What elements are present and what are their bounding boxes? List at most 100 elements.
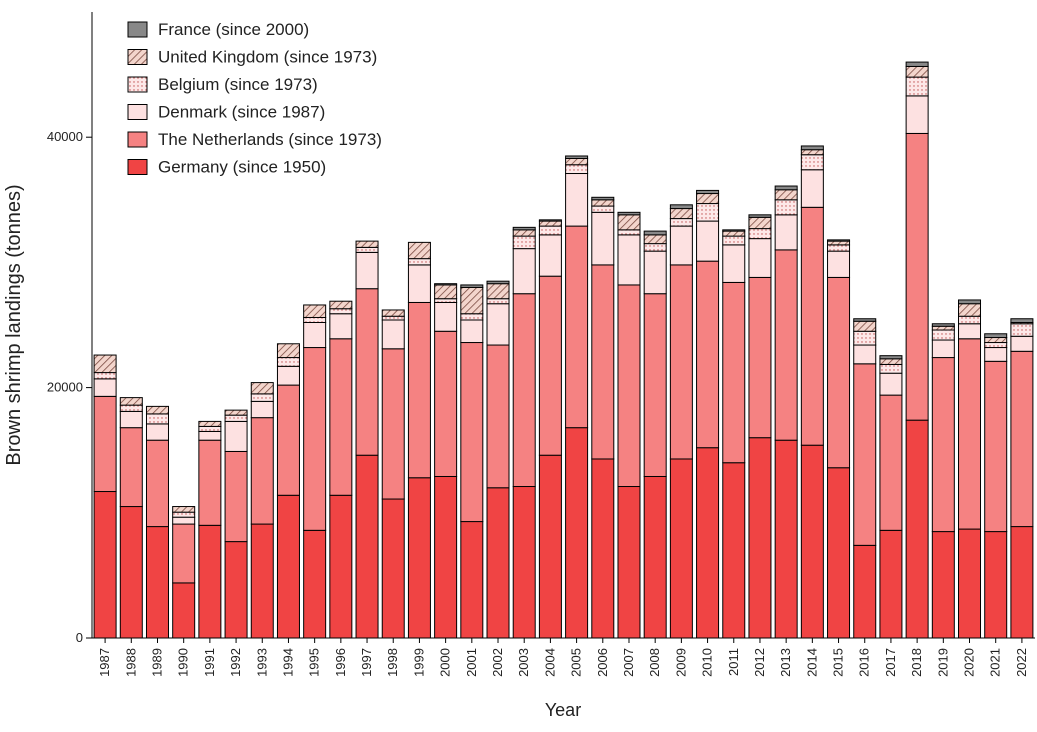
- bar-segment: [984, 347, 1008, 362]
- bar-segment: [250, 417, 274, 525]
- bar-segment: [145, 405, 169, 415]
- bar-segment: [486, 280, 510, 285]
- bar-segment: [827, 240, 851, 246]
- bar-segment: [565, 164, 589, 175]
- bar-segment: [591, 458, 615, 639]
- y-tick-label: 40000: [47, 129, 83, 144]
- bar-segment: [460, 286, 484, 315]
- bar-segment: [643, 475, 667, 639]
- bar-segment: [748, 276, 772, 439]
- bar-segment: [512, 248, 536, 295]
- bar-segment: [329, 494, 353, 639]
- bar-segment: [853, 320, 877, 332]
- bar-segment: [591, 264, 615, 460]
- bar-segment: [669, 225, 693, 266]
- bar-segment: [512, 486, 536, 639]
- x-tick-label: 1989: [149, 648, 164, 677]
- bar-segment: [643, 230, 667, 236]
- bar-segment: [119, 506, 143, 639]
- bar-segment: [434, 284, 458, 300]
- bar-segment: [250, 382, 274, 395]
- y-tick-label: 20000: [47, 380, 83, 395]
- legend-label: United Kingdom (since 1973): [158, 48, 377, 67]
- bar-segment: [276, 365, 300, 386]
- bar-segment: [224, 450, 248, 543]
- x-tick-label: 1987: [97, 648, 112, 677]
- bar-segment: [538, 275, 562, 456]
- bar-segment: [722, 235, 746, 246]
- legend-swatch: [127, 104, 148, 120]
- bar-segment: [172, 506, 196, 513]
- bar-segment: [879, 358, 903, 365]
- bar-segment: [198, 420, 222, 427]
- legend-label: France (since 2000): [158, 20, 309, 39]
- x-tick-label: 1998: [385, 648, 400, 677]
- bar-segment: [617, 214, 641, 231]
- bar-segment: [774, 249, 798, 441]
- bar-segment: [407, 301, 431, 479]
- bar-segment: [538, 225, 562, 236]
- bar-segment: [827, 276, 851, 469]
- bar-segment: [250, 393, 274, 402]
- bar-segment: [329, 308, 353, 315]
- bar-segment: [722, 229, 746, 232]
- bar-segment: [643, 234, 667, 245]
- bar-segment: [303, 304, 327, 318]
- bar-segment: [407, 264, 431, 303]
- bar-segment: [696, 260, 720, 449]
- bar-segment: [303, 529, 327, 639]
- bar-segment: [800, 444, 824, 639]
- bar-segment: [669, 458, 693, 639]
- legend-swatch: [127, 159, 148, 175]
- bar-segment: [434, 298, 458, 303]
- bar-segment: [512, 235, 536, 250]
- bar-segment: [800, 145, 824, 151]
- bar-segment: [1010, 335, 1034, 352]
- bar-segment: [460, 521, 484, 639]
- bar-segment: [905, 95, 929, 134]
- bar-segment: [722, 244, 746, 283]
- bar-segment: [1010, 318, 1034, 323]
- bar-segment: [119, 410, 143, 429]
- bar-segment: [486, 283, 510, 300]
- bar-segment: [407, 241, 431, 260]
- bar-segment: [145, 413, 169, 425]
- x-tick-label: 1988: [123, 648, 138, 677]
- legend-swatch: [127, 131, 148, 148]
- bar-segment: [984, 337, 1008, 344]
- bar-segment: [407, 477, 431, 639]
- bar-segment: [460, 284, 484, 288]
- bar-segment: [381, 348, 405, 500]
- x-tick-label: 2009: [673, 648, 688, 677]
- bar-segment: [748, 437, 772, 639]
- x-tick-label: 2001: [464, 648, 479, 677]
- bar-segment: [984, 360, 1008, 533]
- bar-segment: [853, 318, 877, 322]
- bar-segment: [879, 529, 903, 639]
- x-tick-label: 2005: [569, 648, 584, 677]
- bar-segment: [774, 185, 798, 191]
- bar-segment: [276, 494, 300, 639]
- bar-segment: [1010, 323, 1034, 337]
- bar-segment: [827, 467, 851, 639]
- x-tick-label: 1994: [280, 648, 295, 677]
- bar-segment: [381, 315, 405, 321]
- bar-segment: [93, 354, 117, 374]
- bar-segment: [355, 251, 379, 290]
- bar-segment: [198, 430, 222, 441]
- bar-segment: [931, 323, 955, 327]
- bar-segment: [434, 330, 458, 477]
- bar-segment: [905, 61, 929, 67]
- bar-segment: [958, 528, 982, 639]
- x-tick-label: 2011: [726, 648, 741, 676]
- x-tick-label: 1992: [228, 648, 243, 677]
- bar-segment: [198, 425, 222, 432]
- bar-segment: [538, 454, 562, 639]
- bar-segment: [774, 439, 798, 639]
- bar-segment: [800, 169, 824, 208]
- x-tick-label: 1999: [411, 648, 426, 677]
- bar-segment: [617, 234, 641, 286]
- bar-segment: [617, 486, 641, 639]
- bar-segment: [460, 342, 484, 523]
- bar-segment: [381, 319, 405, 350]
